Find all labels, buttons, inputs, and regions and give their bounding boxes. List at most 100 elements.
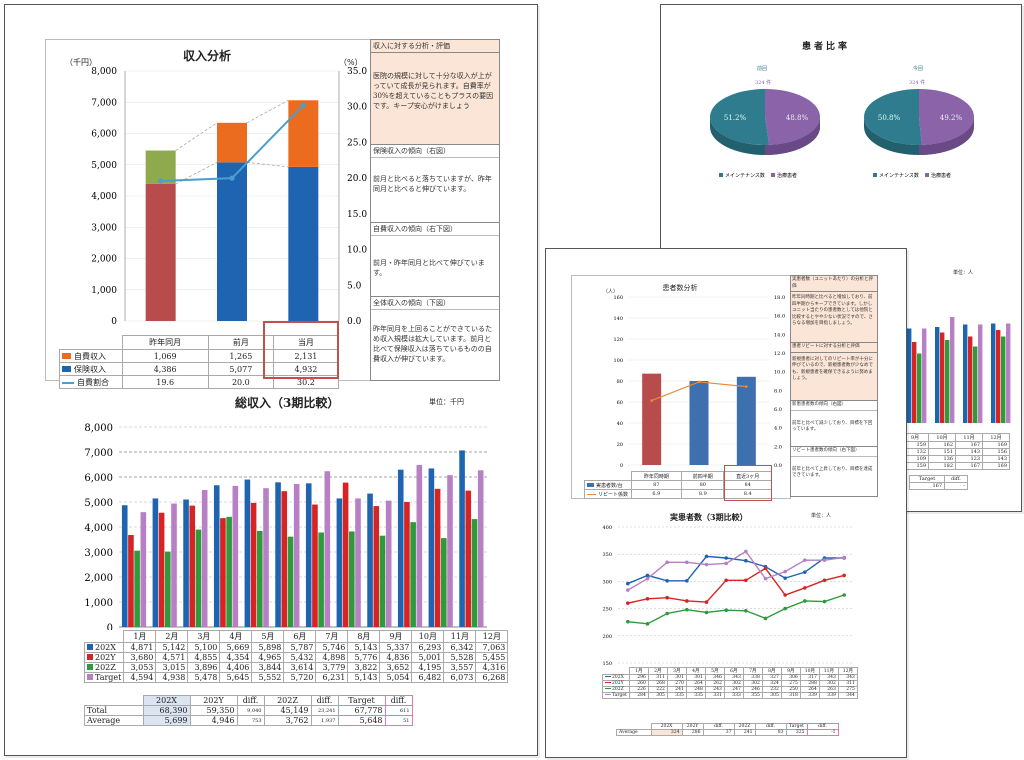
value-cell: 169 <box>982 462 1010 470</box>
y2-tick-label: 18.0 <box>774 295 785 301</box>
bar-202x <box>121 505 128 627</box>
pie-side <box>919 117 974 155</box>
legend-swatch <box>87 674 93 680</box>
value-cell: 45,149 <box>263 705 312 716</box>
point-202y <box>822 578 827 583</box>
value-cell: 5,648 <box>337 715 386 726</box>
y2-tick-label: 15.0 <box>347 210 367 220</box>
notes-heading: 患者リピートに対する分析と評価 <box>791 343 877 353</box>
y-tick-label: 4,000 <box>91 192 117 202</box>
value-cell: 331 <box>704 692 725 699</box>
month-cell: 7月 <box>315 630 349 643</box>
notes-text: 医院の規模に対して十分な収入が上がっていて成長が見られます。自費率が30%を超え… <box>373 72 494 110</box>
y2-tick-label: 30.0 <box>347 103 367 113</box>
bar-self-pay <box>288 100 319 167</box>
income-sheet: 収入分析 （千円） （%） 0 1,000 2,000 3,000 4,000 5,000… <box>4 4 538 756</box>
value-cell: 162 <box>928 441 956 449</box>
pie-label: 50.8% <box>878 114 901 122</box>
point-202z <box>645 622 650 626</box>
table-row: 202Z 3,053 3,015 3,896 4,406 3,844 3,614 3,779 3… <box>83 662 509 673</box>
bar-202y <box>912 342 917 423</box>
point-target <box>744 549 748 554</box>
pie-slice-maintenance <box>710 89 770 145</box>
notes-text: 前年と比べて上昇しており、目標を達成できています。 <box>792 466 873 479</box>
point-202y <box>763 566 768 571</box>
point-202z <box>783 606 787 611</box>
value-cell: 5,143 <box>347 642 381 653</box>
y-tick-label: 7,000 <box>84 448 113 459</box>
point-202y <box>685 599 689 603</box>
income-chart: 0 1,000 2,000 3,000 4,000 5,000 6,000 7,000 8,00… <box>91 67 367 327</box>
pie-header: 前回 <box>757 66 768 72</box>
month-cell: 2月 <box>155 630 189 643</box>
legend-cell <box>584 471 632 481</box>
bar-insurance <box>288 166 319 321</box>
pie-sub: 324 件 <box>909 80 926 86</box>
value-cell: 5,054 <box>379 672 413 683</box>
value-cell: 1,937 <box>310 715 339 726</box>
point-target <box>783 569 787 574</box>
value-cell: 333 <box>723 692 744 699</box>
row-label: Total <box>84 705 144 716</box>
point-202y <box>704 600 709 604</box>
y2-tick-label: 16.0 <box>774 314 785 320</box>
legend-swatch <box>87 664 93 670</box>
value-cell: 23,241 <box>310 705 339 716</box>
value-cell: 19.6 <box>121 375 209 389</box>
income-unit-left: （千円） <box>65 58 97 67</box>
value-cell: 339 <box>818 692 839 699</box>
point-202y <box>783 593 787 597</box>
point-target <box>763 576 768 581</box>
month-cell: 1月 <box>123 630 157 643</box>
bar-202z <box>349 531 355 627</box>
y2-tick-label: 0.0 <box>774 463 782 469</box>
row-label: 自費割合 <box>77 377 109 387</box>
y2-tick-label: 2.0 <box>774 444 782 450</box>
notes-text: 前月と比べると落ちていますが、昨年同月と比べると伸びています。 <box>373 175 492 193</box>
table-row: 1月 2月 3月 4月 5月 6月 7月 8月 9月 10月 11月 12月 <box>85 630 509 643</box>
value-cell: 5,552 <box>251 672 285 683</box>
point-202z <box>744 608 748 613</box>
bar-202x <box>183 499 189 627</box>
repeat-point <box>650 399 653 402</box>
value-cell: 6,293 <box>411 642 445 653</box>
pie-sub: 324 件 <box>755 80 772 86</box>
value-cell: 4,386 <box>121 362 209 376</box>
bar-target <box>416 464 423 627</box>
table-row: 167 - <box>909 482 968 490</box>
value-cell: 87 <box>630 480 683 490</box>
value-cell: 339 <box>799 692 820 699</box>
bar-202y <box>404 501 410 627</box>
notes-text: 前年と比べて減少しており、目標を下回っています。 <box>792 420 873 433</box>
notes-text: 昨年同月を上回ることができているため収入規模は拡大しています。前月と比べて保険収… <box>373 325 492 363</box>
value-cell: 167 <box>955 441 983 449</box>
y-tick-label: 40 <box>617 421 623 427</box>
y-tick-label: 250 <box>602 607 612 613</box>
header-cell: Target <box>909 475 945 483</box>
table-row: リピート係数 6.9 8.9 8.4 <box>584 489 772 499</box>
bar-202x <box>152 498 159 627</box>
bar-202y <box>128 535 134 627</box>
bar-target <box>922 328 927 423</box>
bar-202z <box>195 529 202 627</box>
y-tick-label: 2,000 <box>91 255 117 265</box>
bar-202z <box>318 532 324 627</box>
notes-heading: 新患患者数の傾向（右図） <box>791 401 877 411</box>
value-cell: 6.9 <box>630 489 683 499</box>
bar-202y <box>189 505 196 627</box>
bar-202x <box>275 482 281 627</box>
table-row: Target 284 305 335 335 331 333 355 305 318 339 339 3… <box>602 692 858 699</box>
y2-tick-label: 10.0 <box>774 370 785 376</box>
bar-202y <box>940 332 945 423</box>
patients-chart: 0 20 40 60 80 100 120 140 160 0.0 2.0 4.0 6.0 8.0 10.0… <box>613 295 785 469</box>
value-cell: 5,720 <box>283 672 317 683</box>
pie-slice-maintenance <box>863 89 922 145</box>
series-connector <box>175 122 218 151</box>
y-tick-label: 7,000 <box>91 98 117 108</box>
y-tick-label: 160 <box>613 295 623 301</box>
bar-insurance <box>217 162 247 321</box>
bar-target <box>447 475 453 627</box>
trend-summary: 202X 202Y diff. 202Z diff. Target diff. Average… <box>616 723 839 736</box>
y-tick-label: 5,000 <box>91 161 117 171</box>
series-connector <box>246 99 289 124</box>
